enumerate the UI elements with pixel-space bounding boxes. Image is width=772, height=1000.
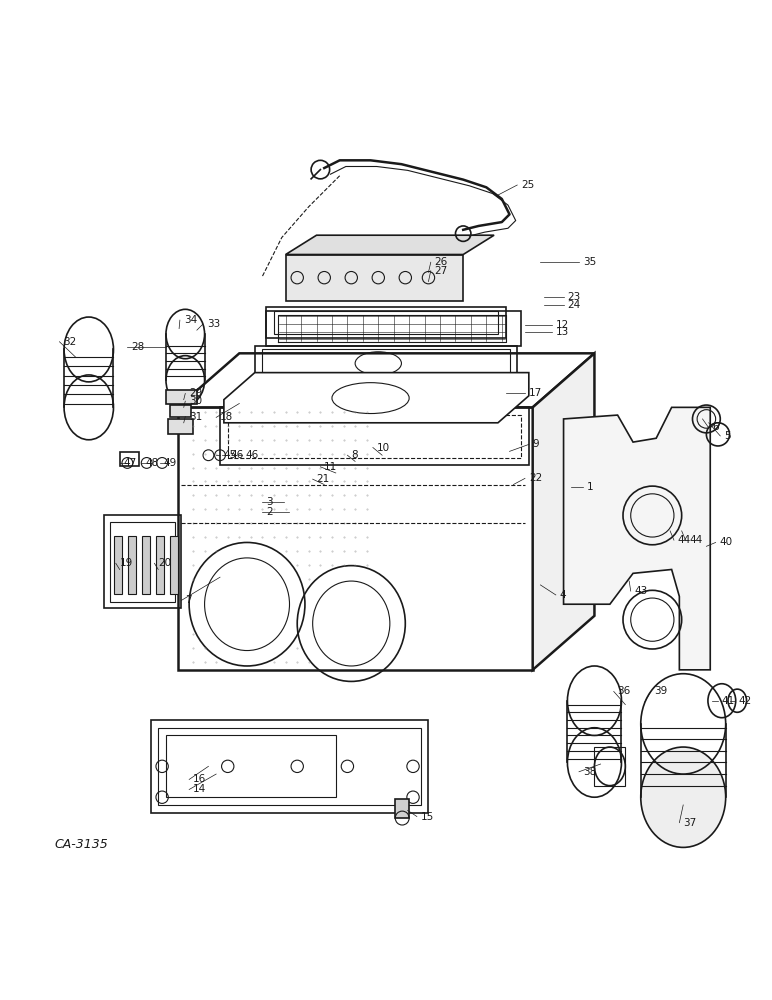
Text: 26: 26	[435, 257, 448, 267]
Text: 27: 27	[435, 266, 448, 276]
Text: 10: 10	[377, 443, 390, 453]
Polygon shape	[286, 235, 494, 255]
Bar	[166, 735, 336, 797]
Text: 16: 16	[193, 774, 206, 784]
Text: 48: 48	[145, 458, 158, 468]
Bar	[255, 346, 517, 380]
Text: 1: 1	[587, 482, 594, 492]
Text: 31: 31	[189, 412, 202, 422]
Text: 23: 23	[567, 292, 581, 302]
Text: 25: 25	[521, 180, 534, 190]
Text: 34: 34	[184, 315, 197, 325]
Text: 33: 33	[207, 319, 220, 329]
Bar	[220, 407, 529, 465]
Text: 46: 46	[245, 450, 259, 460]
Text: 32: 32	[63, 337, 76, 347]
Bar	[594, 747, 625, 786]
Text: 42: 42	[739, 696, 752, 706]
Bar	[166, 390, 197, 403]
Text: 46: 46	[230, 450, 243, 460]
Bar	[151, 720, 428, 813]
Text: 43: 43	[635, 586, 648, 596]
Polygon shape	[224, 373, 529, 423]
Text: 7: 7	[185, 595, 192, 605]
Bar	[114, 536, 122, 594]
Polygon shape	[533, 353, 594, 670]
Bar	[110, 522, 175, 602]
Text: 36: 36	[618, 686, 631, 696]
Text: 12: 12	[556, 320, 569, 330]
Text: 18: 18	[220, 412, 233, 422]
Polygon shape	[564, 407, 710, 670]
Text: 38: 38	[583, 767, 596, 777]
Text: 15: 15	[421, 812, 434, 822]
Bar	[158, 728, 421, 805]
Text: 30: 30	[189, 396, 202, 406]
Bar	[104, 515, 181, 608]
Bar	[395, 799, 409, 818]
Text: 37: 37	[683, 818, 696, 828]
Text: CA-3135: CA-3135	[54, 838, 108, 851]
Text: 21: 21	[317, 474, 330, 484]
Text: 22: 22	[529, 473, 542, 483]
Bar	[170, 405, 191, 417]
Bar	[168, 419, 193, 434]
Text: 3: 3	[266, 497, 273, 507]
Text: 41: 41	[722, 696, 735, 706]
Bar	[142, 536, 150, 594]
Text: 29: 29	[189, 388, 202, 398]
Text: 45: 45	[224, 450, 237, 460]
Text: 47: 47	[124, 458, 137, 468]
Text: 20: 20	[158, 558, 171, 568]
Text: 49: 49	[164, 458, 177, 468]
Bar	[266, 307, 506, 338]
Ellipse shape	[641, 747, 726, 847]
Bar	[128, 536, 136, 594]
Text: 5: 5	[724, 431, 731, 441]
Text: 2: 2	[266, 507, 273, 517]
Text: 40: 40	[720, 537, 733, 547]
Text: 6: 6	[712, 422, 719, 432]
Bar	[266, 311, 521, 346]
Text: 44: 44	[689, 535, 703, 545]
Text: 8: 8	[351, 450, 358, 460]
Bar	[156, 536, 164, 594]
Bar	[262, 349, 510, 376]
Text: 35: 35	[583, 257, 596, 267]
Text: 24: 24	[567, 300, 581, 310]
Bar	[228, 415, 521, 458]
Bar	[286, 255, 463, 301]
Text: 13: 13	[556, 327, 569, 337]
Bar	[178, 407, 533, 670]
Text: 28: 28	[131, 342, 144, 352]
Bar	[120, 452, 139, 466]
Text: 17: 17	[529, 388, 542, 398]
Text: 39: 39	[655, 686, 668, 696]
Text: 11: 11	[324, 462, 337, 472]
Text: 14: 14	[193, 784, 206, 794]
Bar	[274, 311, 498, 334]
Bar	[170, 536, 178, 594]
Text: 9: 9	[533, 439, 540, 449]
Text: 19: 19	[120, 558, 133, 568]
Text: 44: 44	[678, 535, 691, 545]
Polygon shape	[178, 353, 594, 407]
Text: 4: 4	[560, 590, 567, 600]
